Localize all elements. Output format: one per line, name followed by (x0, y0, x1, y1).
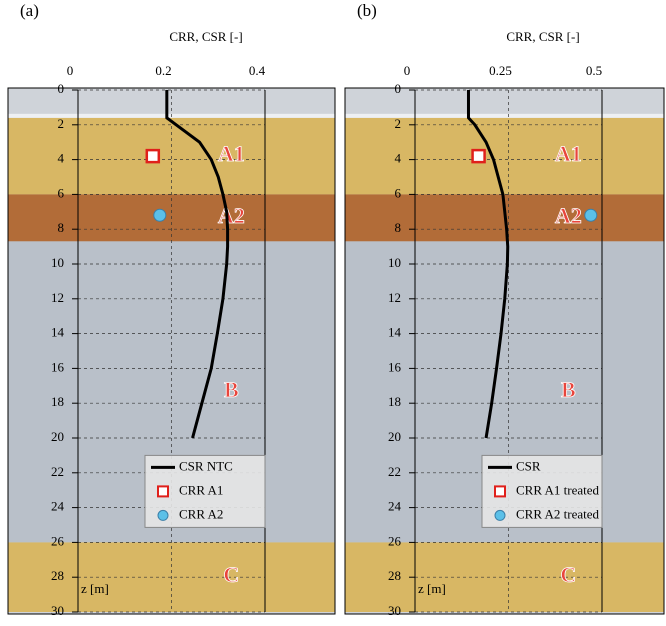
y-tick-label: 16 (388, 359, 402, 374)
legend-label: CSR NTC (179, 458, 233, 473)
y-tick-label: 4 (58, 151, 65, 166)
x-tick-label: 0 (404, 63, 411, 78)
y-tick-label: 16 (51, 359, 65, 374)
crr-point (584, 208, 598, 222)
y-tick-label: 26 (388, 533, 402, 548)
y-tick-label: 10 (51, 255, 64, 270)
x-tick-label: 0.4 (249, 63, 266, 78)
x-tick-label: 0 (67, 63, 74, 78)
csr-line (466, 90, 510, 439)
legend-swatch (157, 509, 169, 521)
panel-border (344, 87, 665, 615)
legend-label: CRR A1 (179, 482, 223, 497)
legend-label: CRR A2 (179, 506, 223, 521)
y-tick-label: 14 (388, 325, 402, 340)
legend-swatch (157, 485, 169, 498)
panel-border (7, 87, 336, 615)
crr-point (471, 148, 486, 164)
x-axis-label: CRR, CSR [-] (506, 29, 579, 44)
y-tick-label: 28 (388, 568, 401, 583)
y-axis-label: z [m] (81, 581, 109, 596)
y-tick-label: 30 (51, 603, 64, 618)
y-tick-label: 22 (51, 464, 64, 479)
layer-label: A1 (555, 141, 582, 166)
y-tick-label: 0 (58, 81, 65, 96)
y-tick-label: 24 (51, 499, 65, 514)
y-tick-label: 8 (395, 220, 402, 235)
legend-label: CRR A2 treated (516, 506, 600, 521)
legend-label: CSR (516, 458, 541, 473)
soil-layer (345, 117, 664, 195)
y-tick-label: 6 (395, 185, 402, 200)
y-tick-label: 30 (388, 603, 401, 618)
y-axis-label: z [m] (418, 581, 446, 596)
y-tick-label: 0 (395, 81, 402, 96)
crr-point (145, 148, 161, 164)
y-tick-label: 2 (58, 116, 65, 131)
layer-label: C (223, 562, 239, 587)
y-tick-label: 8 (58, 220, 65, 235)
layer-label: B (224, 377, 239, 402)
layer-label: C (560, 562, 576, 587)
y-tick-label: 10 (388, 255, 401, 270)
x-tick-label: 0.25 (489, 63, 512, 78)
crr-point (153, 208, 167, 222)
water-line (345, 113, 664, 118)
y-tick-label: 12 (388, 290, 401, 305)
csr-line (165, 90, 230, 439)
legend-label: CRR A1 treated (516, 482, 600, 497)
y-tick-label: 6 (58, 185, 65, 200)
x-tick-label: 0.2 (155, 63, 171, 78)
x-axis-label: CRR, CSR [-] (169, 29, 242, 44)
y-tick-label: 14 (51, 325, 65, 340)
panel-label: (a) (20, 1, 39, 20)
y-tick-label: 22 (388, 464, 401, 479)
y-tick-label: 20 (388, 429, 401, 444)
y-tick-label: 18 (388, 394, 401, 409)
layer-label: A2 (555, 203, 582, 228)
y-tick-label: 20 (51, 429, 64, 444)
legend-swatch (494, 509, 506, 521)
y-tick-label: 18 (51, 394, 64, 409)
legend-swatch (494, 485, 506, 498)
panel-label: (b) (357, 1, 377, 20)
layer-label: A2 (218, 203, 245, 228)
y-tick-label: 12 (51, 290, 64, 305)
y-tick-label: 28 (51, 568, 64, 583)
layer-label: A1 (218, 141, 245, 166)
soil-layer (345, 542, 664, 612)
x-tick-label: 0.5 (586, 63, 602, 78)
y-tick-label: 2 (395, 116, 402, 131)
y-tick-label: 4 (395, 151, 402, 166)
layer-label: B (561, 377, 576, 402)
y-tick-label: 24 (388, 499, 402, 514)
y-tick-label: 26 (51, 533, 65, 548)
